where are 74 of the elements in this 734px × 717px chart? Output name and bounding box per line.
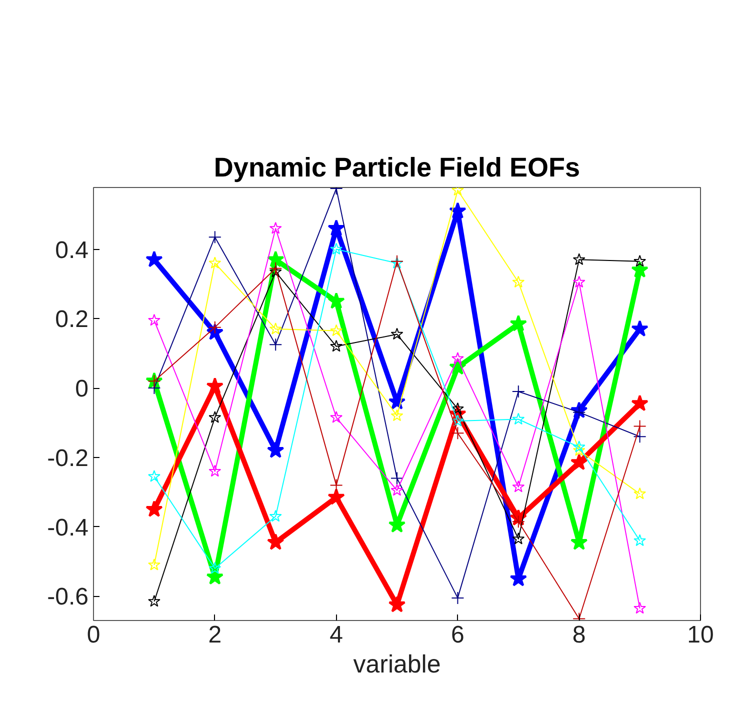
point (208, 230, 222, 244)
point (390, 328, 404, 340)
point (572, 440, 586, 452)
point (328, 488, 345, 505)
point (512, 480, 525, 492)
point (451, 352, 464, 364)
y-tick-label: -0.4 (47, 514, 89, 542)
point (390, 472, 404, 485)
point (512, 412, 525, 425)
point (269, 338, 282, 352)
point (266, 533, 284, 550)
point (451, 426, 464, 440)
point (208, 464, 222, 477)
point (269, 222, 282, 234)
point (148, 594, 160, 607)
y-tick-label: 0 (75, 376, 89, 403)
point (146, 250, 163, 268)
y-tick-label: -0.2 (47, 444, 89, 472)
point (330, 411, 343, 423)
point (269, 265, 282, 278)
point (146, 500, 163, 517)
point (634, 487, 646, 500)
y-tick-label: 0.4 (55, 236, 89, 264)
x-axis-title: variable (353, 650, 441, 678)
point (512, 276, 525, 288)
point (390, 409, 404, 422)
point (633, 430, 646, 444)
point (328, 292, 345, 309)
point (634, 602, 646, 614)
point (631, 261, 648, 278)
point (269, 262, 282, 275)
point (510, 314, 528, 332)
x-tick-label: 6 (451, 622, 464, 648)
point (634, 254, 646, 267)
y-tick-label: -0.6 (47, 584, 89, 611)
point (631, 394, 648, 412)
point (148, 314, 160, 326)
point (330, 478, 343, 492)
x-tick-label: 4 (330, 622, 343, 648)
point (512, 532, 525, 544)
point (330, 340, 343, 352)
point (266, 441, 284, 458)
point (269, 510, 282, 522)
point (570, 454, 588, 470)
point (451, 414, 464, 426)
point (572, 253, 586, 266)
point (388, 516, 406, 533)
point (388, 392, 406, 410)
point (328, 219, 345, 236)
point (208, 562, 222, 574)
point (148, 470, 160, 482)
point (330, 242, 343, 255)
point (208, 256, 222, 268)
point (206, 377, 224, 394)
point (148, 558, 160, 570)
point (269, 322, 282, 334)
point (390, 484, 404, 496)
point (330, 324, 343, 336)
x-tick-label: 10 (687, 622, 714, 648)
point (208, 411, 222, 423)
point (512, 385, 525, 398)
point (451, 591, 464, 604)
point (266, 250, 284, 268)
chart-title: Dynamic Particle Field EOFs (214, 152, 580, 182)
point (388, 596, 406, 612)
point (572, 444, 586, 456)
x-tick-label: 8 (572, 622, 586, 648)
point (633, 420, 646, 433)
x-tick-label: 2 (208, 622, 222, 648)
point (634, 534, 646, 546)
point (449, 202, 466, 219)
point (572, 276, 586, 288)
point (631, 320, 648, 337)
y-tick-label: 0.2 (55, 306, 89, 334)
